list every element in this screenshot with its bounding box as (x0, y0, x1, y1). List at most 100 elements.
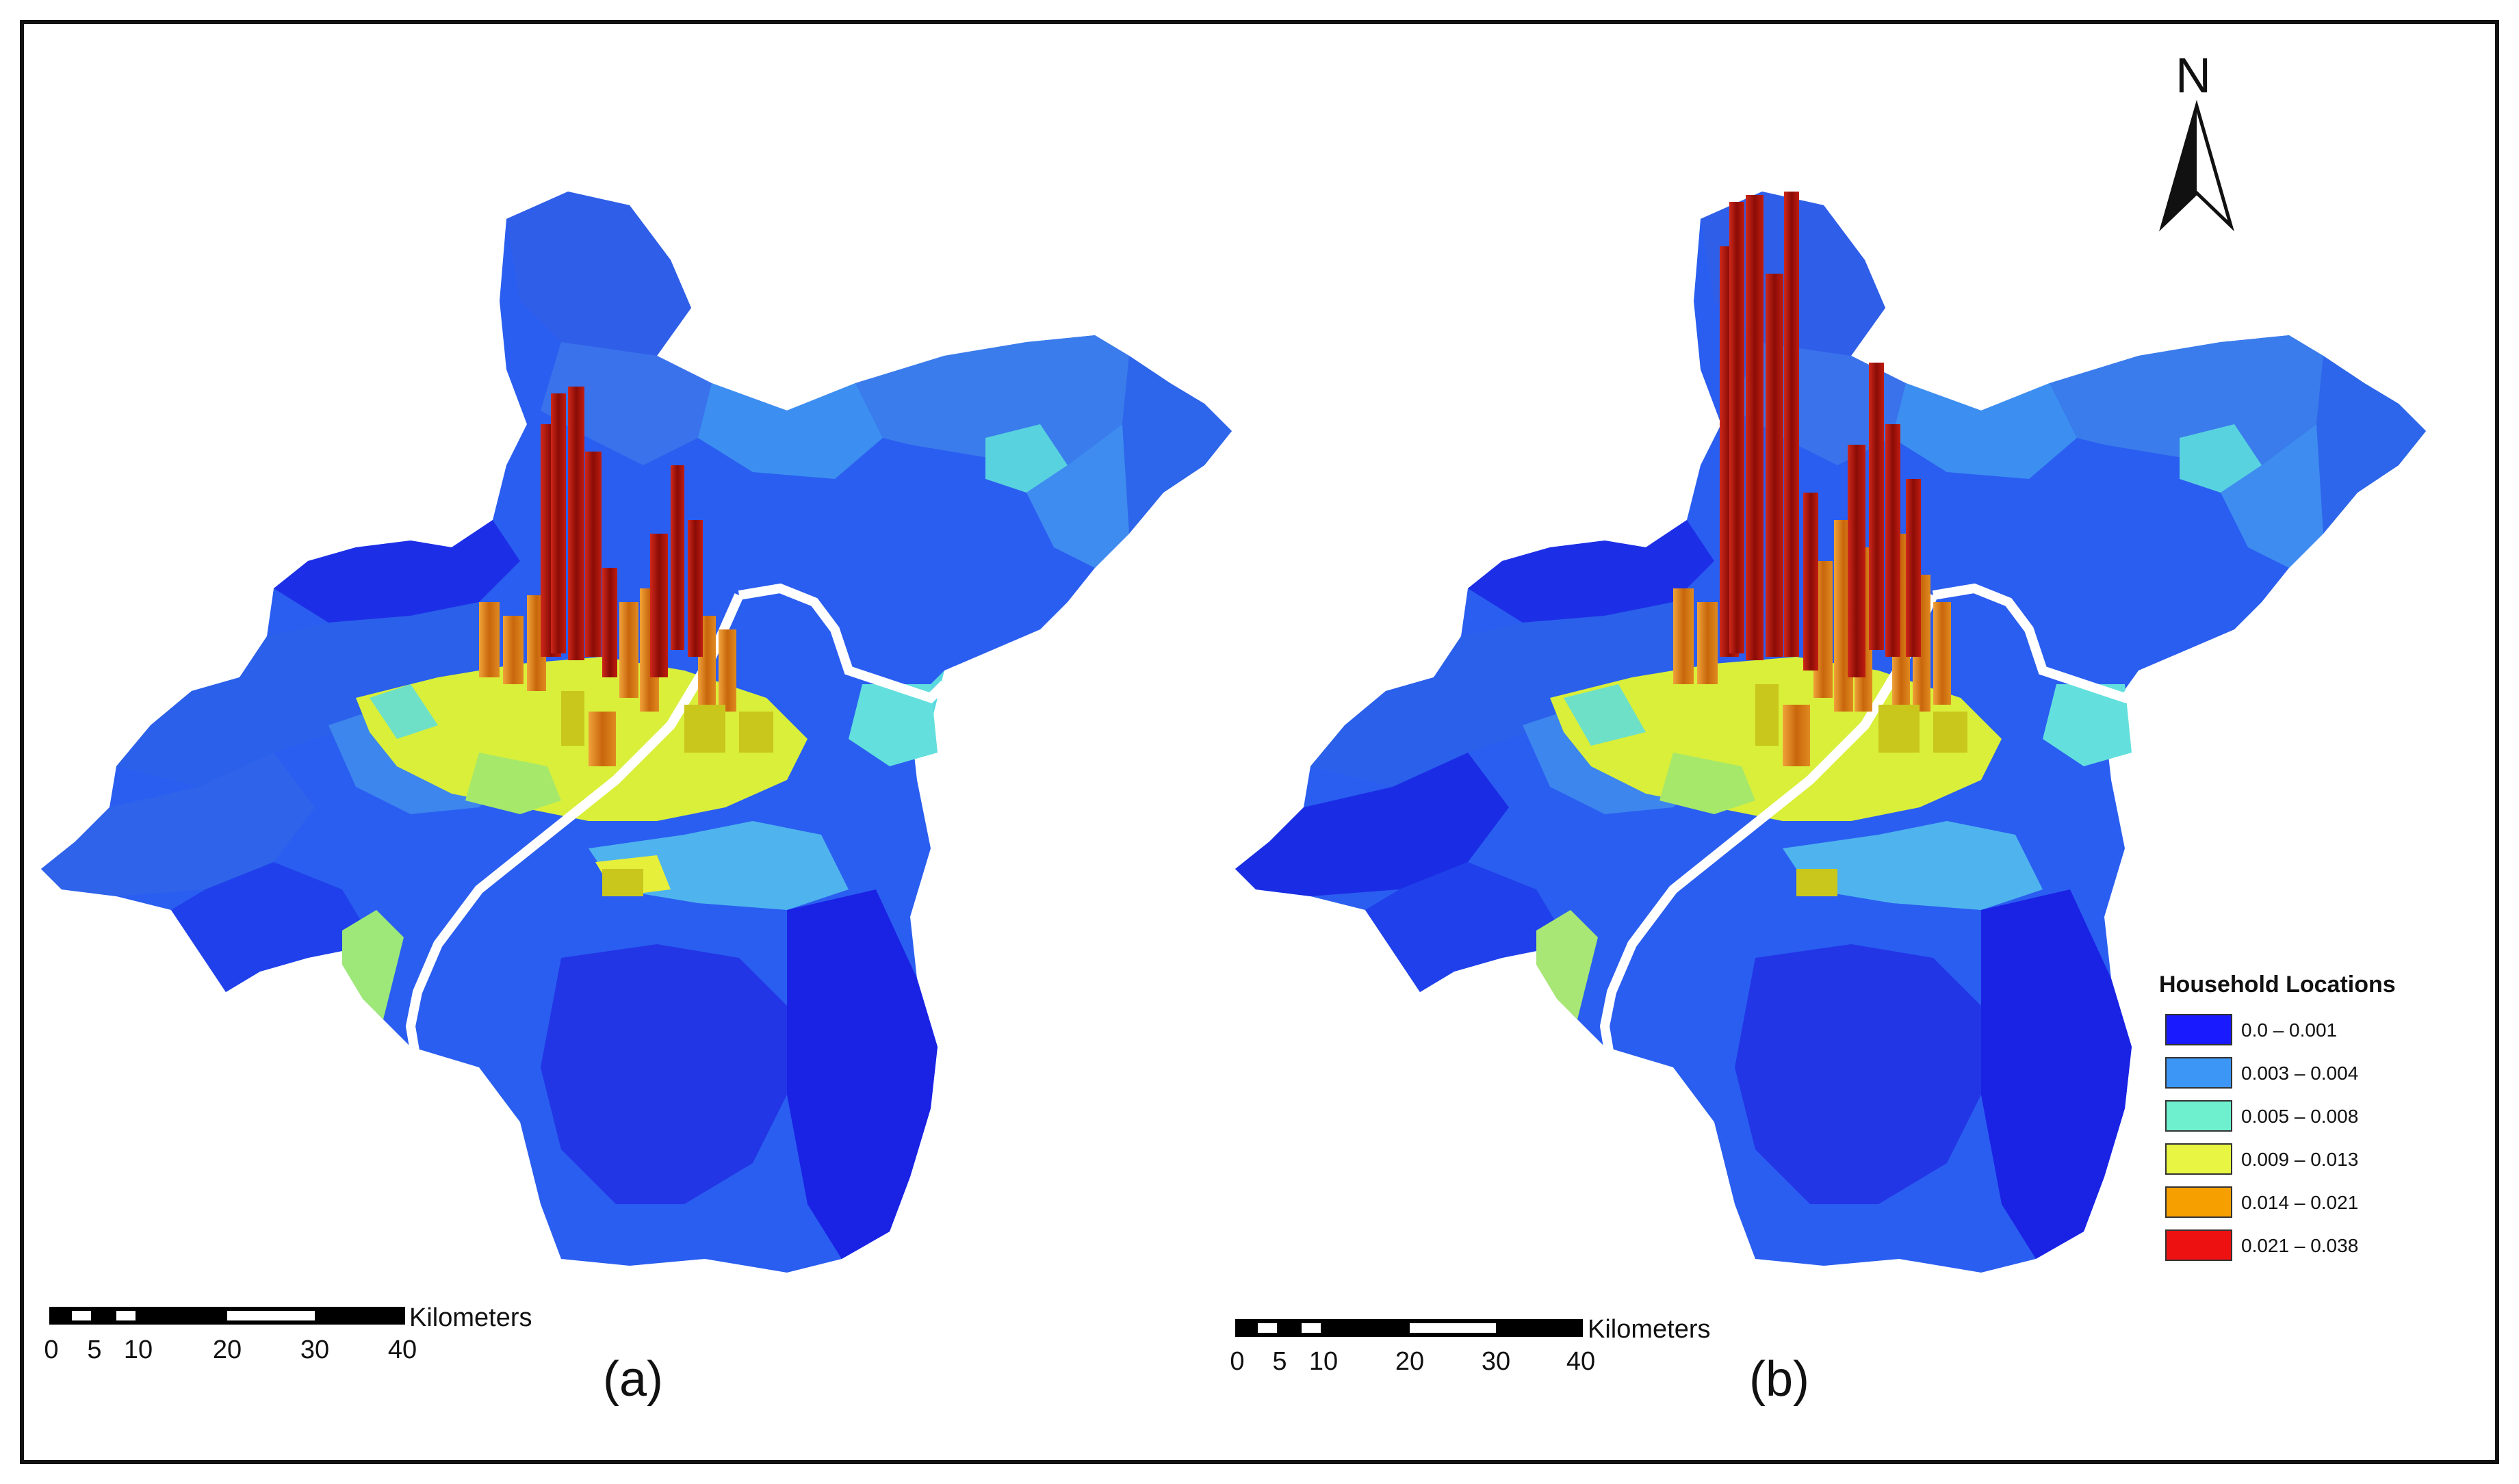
north-label: N (2175, 49, 2211, 103)
district-patch (274, 520, 520, 623)
bar (602, 568, 617, 677)
district-patch (116, 602, 493, 787)
figure-border (20, 20, 2499, 1464)
scale-bar-segment (1302, 1323, 1321, 1333)
scale-bar-segment (1410, 1323, 1496, 1333)
district-patch (1536, 910, 1598, 1019)
bar (568, 387, 584, 660)
district-patch (985, 424, 1068, 493)
district-patch (698, 383, 883, 479)
legend-label: 0.005 – 0.008 (2241, 1106, 2358, 1127)
bar (1746, 195, 1764, 660)
bar (1697, 602, 1718, 684)
district-patch (171, 862, 383, 992)
scale-bar-segment (72, 1311, 91, 1320)
map-panel-b (1235, 192, 2426, 1273)
city-center-zone (465, 753, 561, 814)
bar (551, 393, 566, 653)
district-patch (41, 753, 315, 896)
caption-a: (a) (603, 1352, 663, 1407)
legend-label: 0.0 – 0.001 (2241, 1019, 2337, 1041)
caption-b: (b) (1749, 1352, 1809, 1407)
north-arrow: N (2159, 49, 2234, 232)
bar (739, 712, 773, 753)
district-patch (1109, 356, 1232, 534)
legend-swatch (2165, 1057, 2232, 1089)
bar (1906, 479, 1921, 657)
bar (688, 520, 703, 657)
legend-label: 0.014 – 0.021 (2241, 1192, 2358, 1213)
legend-label: 0.021 – 0.038 (2241, 1235, 2358, 1256)
district-patch (1235, 753, 1509, 896)
scale-tick-label: 0 (44, 1336, 58, 1364)
scale-tick-label: 5 (87, 1336, 101, 1364)
scale-tick-label: 20 (1395, 1347, 1424, 1376)
scale-bar-unit: Kilometers (1588, 1315, 1711, 1344)
district-patch (2303, 356, 2426, 534)
district-patch (1892, 383, 2077, 479)
bar (503, 616, 524, 684)
scale-bar-segment (1258, 1323, 1277, 1333)
scale-tick-label: 40 (1566, 1347, 1595, 1376)
scale-bar-segment (116, 1311, 135, 1320)
bar (650, 534, 668, 677)
legend-swatch (2165, 1100, 2232, 1132)
legend-swatch (2165, 1186, 2232, 1218)
city-center-zone (1659, 753, 1755, 814)
district-patch (2180, 424, 2262, 493)
scale-tick-label: 5 (1272, 1347, 1287, 1376)
map-panel-a (41, 192, 1232, 1273)
bar (1878, 705, 1920, 753)
district-patch (787, 889, 938, 1259)
bar (589, 712, 616, 766)
legend-title: Household Locations (2159, 972, 2396, 998)
bar-cluster-a (479, 387, 773, 896)
district-patch (1310, 602, 1687, 787)
bar (1784, 192, 1799, 657)
bar (585, 452, 602, 657)
bar (1869, 363, 1884, 650)
legend-swatch (2165, 1143, 2232, 1175)
legend: Household Locations 0.0 – 0.001 0.003 – 0… (2159, 972, 2396, 1261)
district-patch (2221, 424, 2323, 568)
river (405, 583, 948, 1069)
district-patch (1981, 889, 2132, 1259)
district-patch (1783, 821, 2043, 910)
district-patch (541, 944, 787, 1204)
bar (719, 629, 736, 712)
district-patch (855, 335, 1129, 465)
legend-swatch (2165, 1014, 2232, 1045)
district-patch (849, 684, 938, 766)
legend-swatch (2165, 1229, 2232, 1261)
scale-bar-segment (227, 1311, 315, 1320)
scale-bar-a: Kilometers 0 5 10 20 30 40 (44, 1303, 532, 1364)
bar (1673, 588, 1694, 684)
bar (1755, 684, 1779, 746)
scale-tick-label: 30 (300, 1336, 329, 1364)
district-patch (2050, 335, 2323, 465)
bar (479, 602, 500, 677)
scale-tick-label: 30 (1482, 1347, 1510, 1376)
bar (619, 602, 638, 698)
scale-tick-label: 10 (1309, 1347, 1338, 1376)
scale-tick-label: 20 (213, 1336, 242, 1364)
bar (1766, 274, 1783, 657)
district-patch (2043, 684, 2132, 766)
bar (671, 465, 684, 650)
bar (684, 705, 725, 753)
bar (1848, 445, 1865, 677)
city-center-zone (1564, 684, 1646, 746)
bar (1783, 705, 1810, 766)
scale-tick-label: 10 (124, 1336, 153, 1364)
district-patch (1735, 944, 1981, 1204)
city-center-zone (370, 684, 438, 739)
legend-label: 0.003 – 0.004 (2241, 1063, 2358, 1084)
bar (602, 869, 643, 896)
district-patch (1026, 424, 1129, 568)
bar (561, 691, 584, 746)
scale-bar-b: Kilometers 0 5 10 20 30 40 (1230, 1315, 1710, 1376)
scale-bar-segment (1235, 1319, 1583, 1337)
bar-cluster-b (1673, 192, 1967, 896)
district-patch (506, 192, 691, 369)
